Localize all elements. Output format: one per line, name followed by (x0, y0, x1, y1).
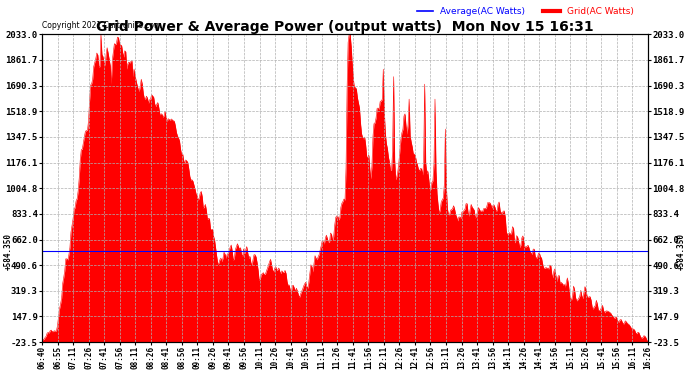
Text: +584.350: +584.350 (4, 232, 13, 270)
Legend: Average(AC Watts), Grid(AC Watts): Average(AC Watts), Grid(AC Watts) (413, 3, 638, 20)
Text: +584.350: +584.350 (677, 232, 686, 270)
Text: Copyright 2021 Cartronics.com: Copyright 2021 Cartronics.com (42, 21, 161, 30)
Title: Grid Power & Average Power (output watts)  Mon Nov 15 16:31: Grid Power & Average Power (output watts… (96, 20, 594, 34)
